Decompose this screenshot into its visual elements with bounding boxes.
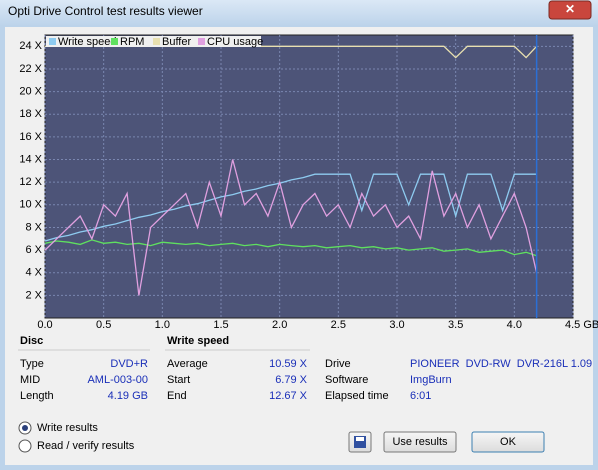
info-value: AML-003-00 (87, 374, 148, 386)
legend-swatch (198, 38, 205, 45)
close-icon: ✕ (565, 2, 575, 16)
info-value: 6.79 X (275, 374, 307, 386)
series-line (44, 159, 538, 296)
info-value: 12.67 X (269, 390, 308, 402)
section-heading: Disc (20, 335, 43, 347)
x-tick-label: 4.0 (507, 319, 522, 331)
legend-label: Write speed (58, 36, 117, 48)
info-label: Software (325, 374, 368, 386)
x-tick-label: 3.0 (389, 319, 404, 331)
info-value: PIONEER DVD-RW DVR-216L 1.09 (410, 358, 592, 370)
x-tick-label: 2.5 (331, 319, 346, 331)
legend-label: RPM (120, 36, 144, 48)
ok-button[interactable] (471, 431, 545, 453)
y-tick-label: 6 X (25, 244, 42, 256)
button-label: OK (500, 436, 517, 448)
series-line (44, 173, 537, 242)
x-tick-label: 3.5 (448, 319, 463, 331)
y-tick-label: 24 X (19, 40, 42, 52)
info-value: 6:01 (410, 390, 431, 402)
info-label: Type (20, 358, 44, 370)
legend-swatch (49, 38, 56, 45)
window-title: Opti Drive Control test results viewer (8, 4, 203, 18)
x-tick-label: 0.0 (37, 319, 52, 331)
y-tick-label: 14 X (19, 153, 42, 165)
info-label: Length (20, 390, 54, 402)
info-value: 4.19 GB (108, 390, 148, 402)
plot: 2 X 4 X 6 X 8 X 10 X 12 X 14 X 16 X 18 X 20 X 22 X… (19, 35, 598, 331)
close-button[interactable] (548, 0, 592, 20)
y-tick-label: 2 X (25, 289, 42, 301)
button-label: Use results (392, 436, 448, 448)
section-heading: Write speed (167, 335, 229, 347)
info-label: End (167, 390, 187, 402)
legend-swatch (111, 38, 118, 45)
x-tick-label: 1.0 (155, 319, 170, 331)
info-label: MID (20, 374, 40, 386)
info-label: Average (167, 358, 208, 370)
radio-dot (22, 425, 28, 431)
info-panel: Type DVD+R MID AML-003-00 Length 4.19 GB Avera… (20, 358, 592, 402)
series-line (44, 239, 537, 257)
info-value: DVD+R (110, 358, 148, 370)
title-bar (0, 0, 598, 26)
info-value: 10.59 X (269, 358, 308, 370)
y-tick-label: 10 X (19, 199, 42, 211)
legend-label: Buffer (162, 36, 191, 48)
x-tick-label: 0.5 (96, 319, 111, 331)
radio-button[interactable] (18, 439, 32, 453)
y-tick-label: 22 X (19, 63, 42, 75)
save-icon (356, 437, 364, 441)
x-tick-label: 4.5 GB (565, 319, 598, 331)
info-label: Start (167, 374, 190, 386)
y-tick-label: 4 X (25, 267, 42, 279)
info-label: Elapsed time (325, 390, 389, 402)
info-label: Drive (325, 358, 351, 370)
y-tick-label: 18 X (19, 108, 42, 120)
y-tick-label: 8 X (25, 221, 42, 233)
x-tick-label: 1.5 (213, 319, 228, 331)
radio-label: Read / verify results (37, 440, 135, 452)
radio-label: Write results (37, 422, 98, 434)
y-tick-label: 12 X (19, 176, 42, 188)
use-results-button[interactable] (383, 431, 457, 453)
x-tick-label: 2.0 (272, 319, 287, 331)
legend-label: CPU usage (207, 36, 263, 48)
legend-swatch (153, 38, 160, 45)
info-value: ImgBurn (410, 374, 452, 386)
y-tick-label: 16 X (19, 131, 42, 143)
y-tick-label: 20 X (19, 86, 42, 98)
